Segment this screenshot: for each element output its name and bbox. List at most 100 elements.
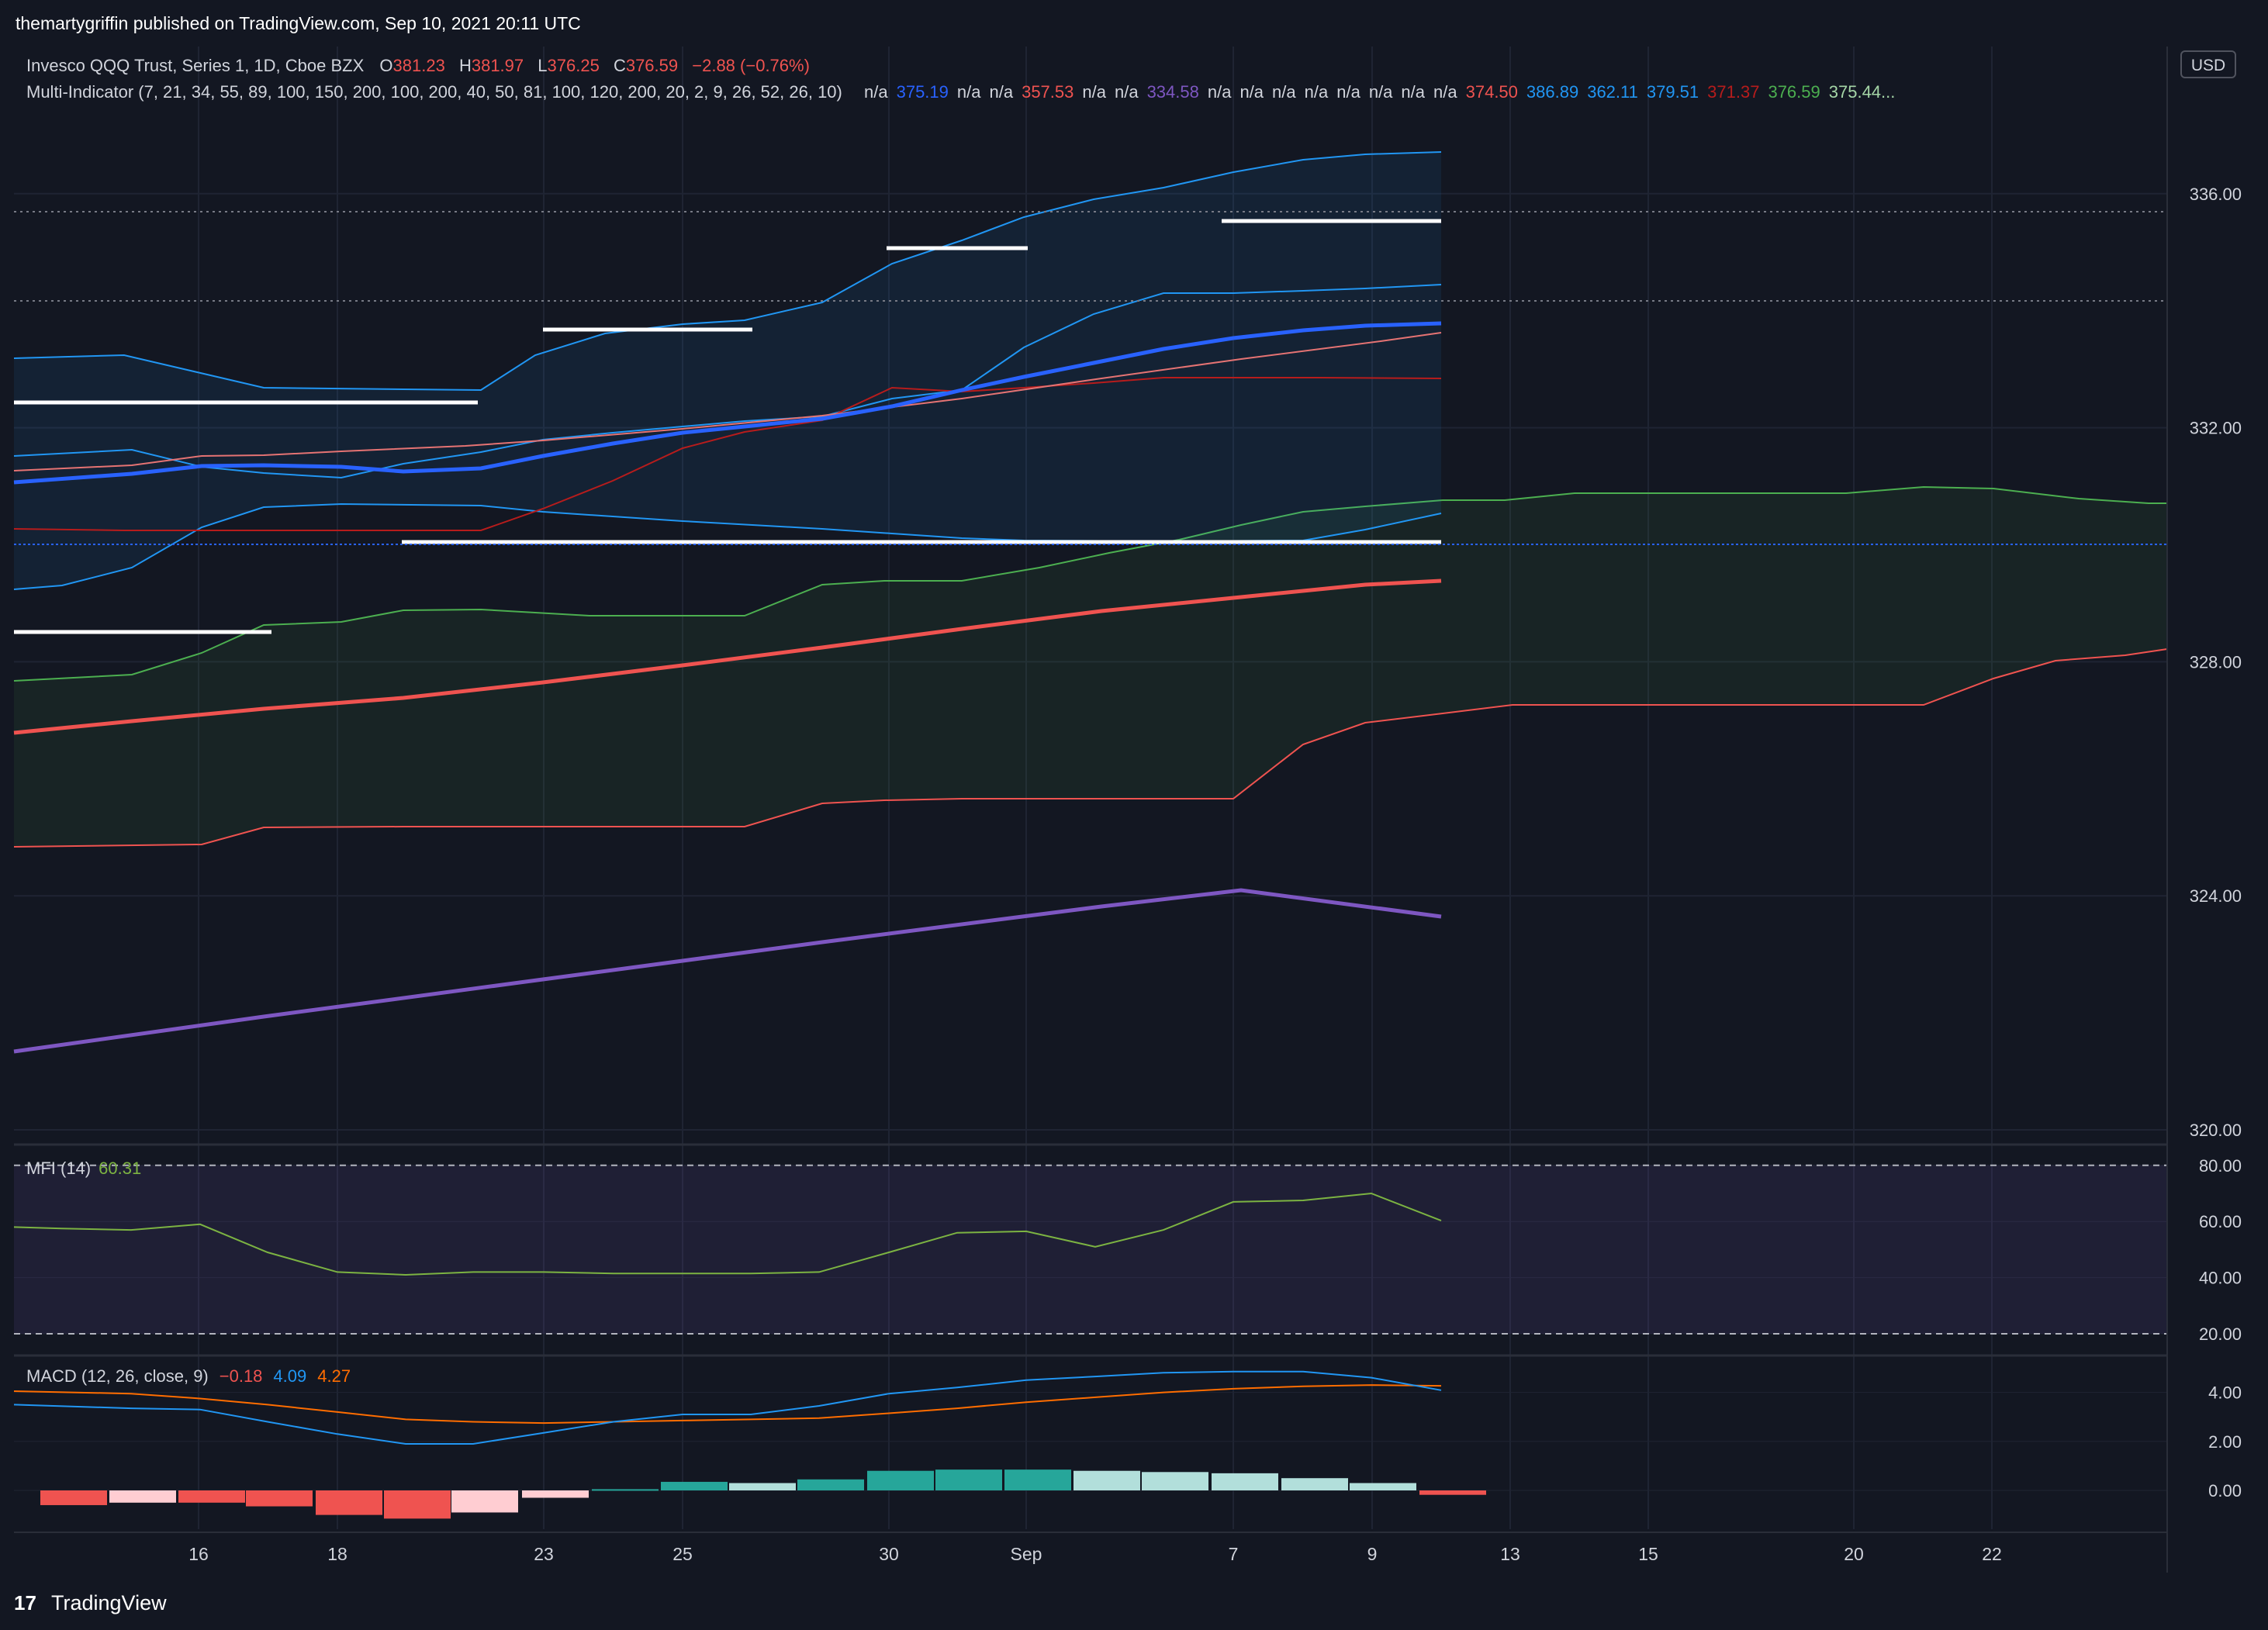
sma-blue (13, 321, 1442, 485)
indicator-value: n/a (989, 82, 1013, 102)
macd-histogram-bar (1212, 1473, 1278, 1490)
macd-signal-line (13, 1384, 1442, 1425)
macd-pane[interactable]: MACD (12, 26, close, 9) −0.18 4.09 4.27 (13, 1366, 1486, 1519)
macd-histogram-bar (522, 1490, 589, 1498)
bollinger-basis (13, 284, 1442, 479)
y-tick-label: 336.00 (2190, 185, 2242, 204)
price-pane[interactable] (13, 0, 2168, 1054)
sma-light-red (13, 332, 1442, 471)
symbol-name: Invesco QQQ Trust, Series 1, 1D, Cboe BZ… (26, 56, 365, 75)
indicator-value: 379.51 (1647, 82, 1699, 102)
ohlc-close-label: C (614, 56, 626, 75)
macd-histogram-bar (109, 1490, 176, 1503)
macd-histogram-bar (1004, 1469, 1071, 1490)
macd-histogram-bar (246, 1490, 313, 1507)
macd-histogram-bar (867, 1470, 934, 1490)
macd-histogram-bar (1073, 1470, 1140, 1490)
bollinger-upper (13, 151, 1442, 392)
price-axis[interactable]: 320.00324.00328.00332.00336.00360.00376.… (2111, 0, 2248, 1500)
x-tick-label: 30 (879, 1544, 899, 1564)
sma-purple (13, 888, 1442, 1054)
indicator-value: n/a (957, 82, 981, 102)
mfi-pane[interactable]: MFI (14) 60.31 (13, 1159, 2167, 1335)
y-tick-label: 2.00 (2208, 1432, 2242, 1452)
bollinger-band-fill (14, 152, 1441, 589)
ohlc-high-value: 381.97 (472, 56, 524, 75)
sma-red (13, 578, 1442, 735)
y-tick-label: 0.00 (2208, 1481, 2242, 1500)
sma-dark-red (13, 377, 1442, 531)
mfi-band-fill (14, 1165, 2167, 1334)
time-axis[interactable]: 16 18 23 25 30 Sep 7 9 13 15 20 22 (188, 1544, 2002, 1564)
x-tick-label: 22 (1982, 1544, 2002, 1564)
mfi-legend[interactable]: MFI (14) 60.31 (26, 1159, 141, 1178)
y-tick-label: 332.00 (2190, 419, 2242, 438)
y-tick-label: 40.00 (2199, 1269, 2242, 1288)
indicator-value: 334.58 (1147, 82, 1199, 102)
ohlc-low-label: L (538, 56, 547, 75)
macd-histogram-bar (1419, 1490, 1486, 1495)
y-tick-label: 328.00 (2190, 652, 2242, 672)
indicator-value: 371.37 (1707, 82, 1759, 102)
cloud-leading-span-b (13, 648, 2168, 848)
indicator-value: 362.11 (1587, 82, 1638, 102)
y-tick-label: 80.00 (2199, 1156, 2242, 1176)
mfi-title: MFI (14) (26, 1159, 91, 1178)
ohlc-open-label: O (379, 56, 392, 75)
currency-tag-bg[interactable] (2180, 50, 2236, 78)
ohlc-high-label: H (459, 56, 472, 75)
indicator-value: n/a (1208, 82, 1232, 102)
macd-histogram-bar (40, 1490, 107, 1505)
macd-histogram-bar (1350, 1483, 1416, 1490)
publisher-line: themartygriffin published on TradingView… (16, 13, 581, 33)
ohlc-low-value: 376.25 (548, 56, 600, 75)
x-tick-label: 16 (188, 1544, 209, 1564)
indicator-legend[interactable]: Multi-Indicator (7, 21, 34, 55, 89, 100,… (26, 82, 1895, 102)
indicator-value: n/a (1369, 82, 1393, 102)
indicator-value: n/a (1336, 82, 1360, 102)
brand-name: TradingView (51, 1591, 167, 1614)
macd-histogram-bar (661, 1481, 728, 1490)
y-tick-label: 324.00 (2190, 886, 2242, 906)
logo-icon: 17 (14, 1591, 36, 1614)
x-tick-label: 18 (327, 1544, 347, 1564)
macd-histogram-bar (384, 1490, 451, 1519)
y-tick-label: 60.00 (2199, 1212, 2242, 1231)
macd-histogram-bar (592, 1489, 659, 1491)
currency-tag[interactable]: USD (2191, 57, 2225, 74)
macd-histogram-bar (316, 1490, 382, 1515)
macd-histogram-bar (797, 1479, 864, 1490)
ohlc-open-value: 381.23 (393, 56, 445, 75)
macd-value: −0.18 (220, 1366, 263, 1386)
tradingview-logo[interactable]: 17 TradingView (14, 1591, 167, 1614)
indicator-value: 374.50 (1466, 82, 1518, 102)
macd-legend[interactable]: MACD (12, 26, close, 9) −0.18 4.09 4.27 (26, 1366, 351, 1386)
macd-histogram-bar (178, 1490, 245, 1503)
macd-title: MACD (12, 26, close, 9) (26, 1366, 209, 1386)
indicator-value: n/a (1433, 82, 1457, 102)
indicator-value: n/a (1305, 82, 1329, 102)
change-value: −2.88 (−0.76%) (692, 56, 810, 75)
indicator-value: n/a (1239, 82, 1264, 102)
macd-line (13, 1370, 1442, 1445)
indicator-value: 357.53 (1022, 82, 1073, 102)
macd-histogram-bar (935, 1469, 1002, 1490)
x-tick-label: 23 (534, 1544, 554, 1564)
indicator-value: 376.59 (1768, 82, 1820, 102)
x-tick-label: Sep (1011, 1544, 1042, 1564)
indicator-value: 386.89 (1526, 82, 1578, 102)
mfi-value: 60.31 (99, 1159, 141, 1178)
indicator-value: n/a (1272, 82, 1296, 102)
macd-histogram-bar (1281, 1478, 1348, 1490)
mfi-line (13, 1192, 1442, 1276)
cloud-leading-span-a (13, 485, 2167, 682)
symbol-legend[interactable]: Invesco QQQ Trust, Series 1, 1D, Cboe BZ… (26, 56, 810, 75)
y-tick-label: 320.00 (2190, 1121, 2242, 1140)
y-tick-label: 20.00 (2199, 1324, 2242, 1344)
x-tick-label: 7 (1229, 1544, 1239, 1564)
macd-value: 4.09 (273, 1366, 306, 1386)
x-tick-label: 9 (1367, 1544, 1378, 1564)
x-tick-label: 20 (1844, 1544, 1864, 1564)
